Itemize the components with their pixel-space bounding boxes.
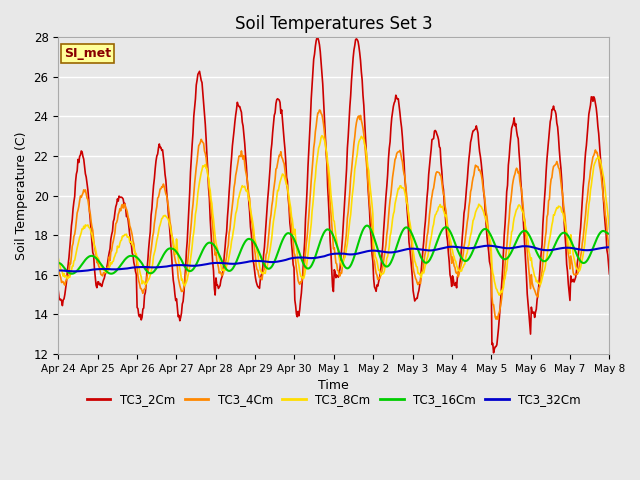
Text: SI_met: SI_met bbox=[64, 47, 111, 60]
Y-axis label: Soil Temperature (C): Soil Temperature (C) bbox=[15, 132, 28, 260]
X-axis label: Time: Time bbox=[319, 379, 349, 392]
Legend: TC3_2Cm, TC3_4Cm, TC3_8Cm, TC3_16Cm, TC3_32Cm: TC3_2Cm, TC3_4Cm, TC3_8Cm, TC3_16Cm, TC3… bbox=[82, 389, 586, 411]
Title: Soil Temperatures Set 3: Soil Temperatures Set 3 bbox=[235, 15, 433, 33]
